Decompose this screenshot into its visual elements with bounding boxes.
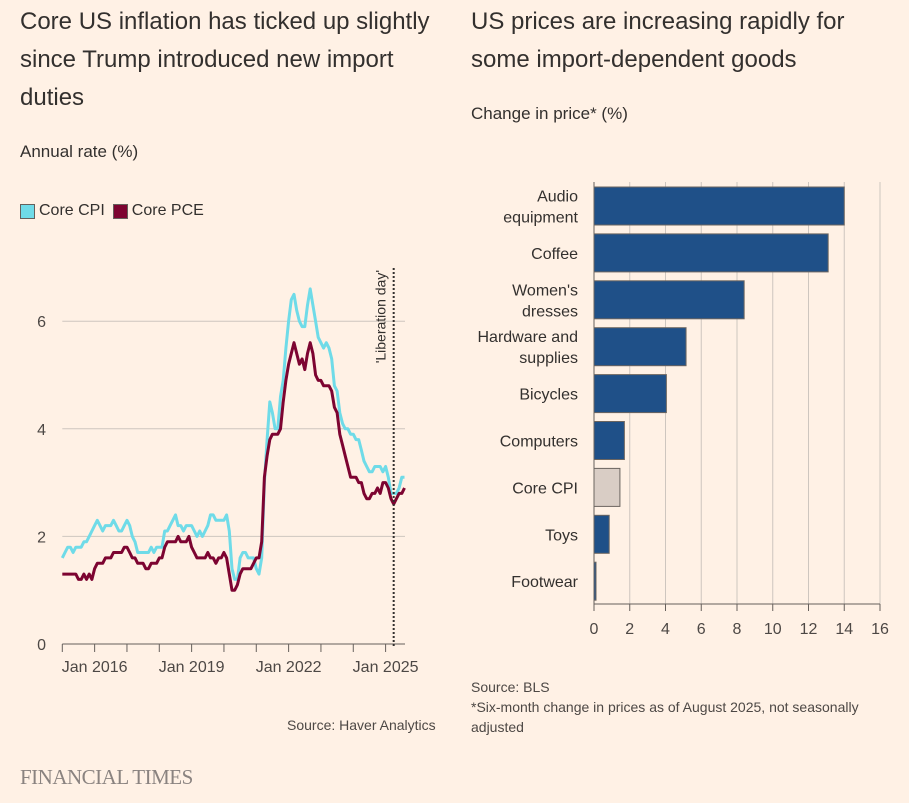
bar-x-tick-label: 10 — [764, 621, 782, 638]
bar-category-label: Hardware and — [478, 329, 579, 346]
bar-x-tick-label: 0 — [590, 621, 599, 638]
bar-audio-equipment — [593, 186, 845, 226]
bar-category-label: Bicycles — [519, 387, 578, 404]
line-series-core-cpi — [60, 287, 405, 581]
y-tick-label: 4 — [37, 422, 46, 439]
bar-category-label: Audio — [537, 189, 578, 206]
bar-x-tick-label: 2 — [625, 621, 634, 638]
legend: Core CPI Core PCE — [20, 202, 204, 220]
y-tick-label: 6 — [37, 314, 46, 331]
bar-category-label: Computers — [500, 434, 578, 451]
right-chart-subtitle: Change in price* (%) — [471, 104, 628, 123]
left-chart-subtitle: Annual rate (%) — [20, 142, 139, 161]
liberation-day-label: 'Liberation day' — [373, 270, 389, 363]
y-tick-label: 2 — [37, 529, 46, 546]
legend-label-core-cpi: Core CPI — [39, 202, 105, 219]
bar-category-label: dresses — [522, 303, 578, 320]
right-chart-title: US prices are increasing rapidly for som… — [471, 8, 845, 73]
bar-x-tick-label: 12 — [800, 621, 818, 638]
bar-hardware-and-supplies — [593, 327, 687, 367]
legend-label-core-pce: Core PCE — [131, 202, 204, 219]
legend-swatch-core-cpi — [20, 203, 35, 219]
left-source: Source: Haver Analytics — [287, 717, 436, 733]
bar-category-label: Footwear — [511, 574, 578, 591]
x-tick-label: Jan 2019 — [159, 659, 225, 676]
right-source: Source: BLS — [471, 679, 550, 695]
bar-toys — [593, 514, 610, 554]
bar-category-label: equipment — [503, 210, 578, 227]
line-series-core-pce — [62, 341, 406, 592]
bar-category-label: Core CPI — [512, 480, 578, 497]
bar-computers — [593, 421, 625, 460]
bar-category-label: supplies — [519, 350, 578, 367]
bar-coffee — [593, 233, 829, 273]
x-tick-label: Jan 2025 — [353, 659, 419, 676]
bar-x-tick-label: 8 — [733, 621, 742, 638]
bar-core-cpi — [593, 467, 621, 507]
bar-footwear — [593, 561, 597, 601]
right-footnote: *Six-month change in prices as of August… — [471, 699, 859, 735]
y-tick-label: 0 — [37, 637, 46, 654]
bar-women-s-dresses — [593, 280, 745, 320]
ft-logo: FINANCIAL TIMES — [20, 765, 193, 789]
bar-category-label: Coffee — [531, 246, 578, 263]
bar-category-label: Toys — [545, 527, 578, 544]
bar-category-label: Women's — [512, 282, 578, 299]
x-tick-label: Jan 2016 — [62, 659, 128, 676]
bar-x-tick-label: 16 — [871, 621, 889, 638]
legend-swatch-core-pce — [112, 203, 128, 219]
bar-x-tick-label: 4 — [661, 621, 670, 638]
x-tick-label: Jan 2022 — [256, 659, 322, 676]
bar-bicycles — [593, 374, 667, 414]
left-chart-title: Core US inflation has ticked up slightly… — [20, 8, 430, 111]
bar-x-tick-label: 14 — [835, 621, 853, 638]
bar-x-tick-label: 6 — [697, 621, 706, 638]
